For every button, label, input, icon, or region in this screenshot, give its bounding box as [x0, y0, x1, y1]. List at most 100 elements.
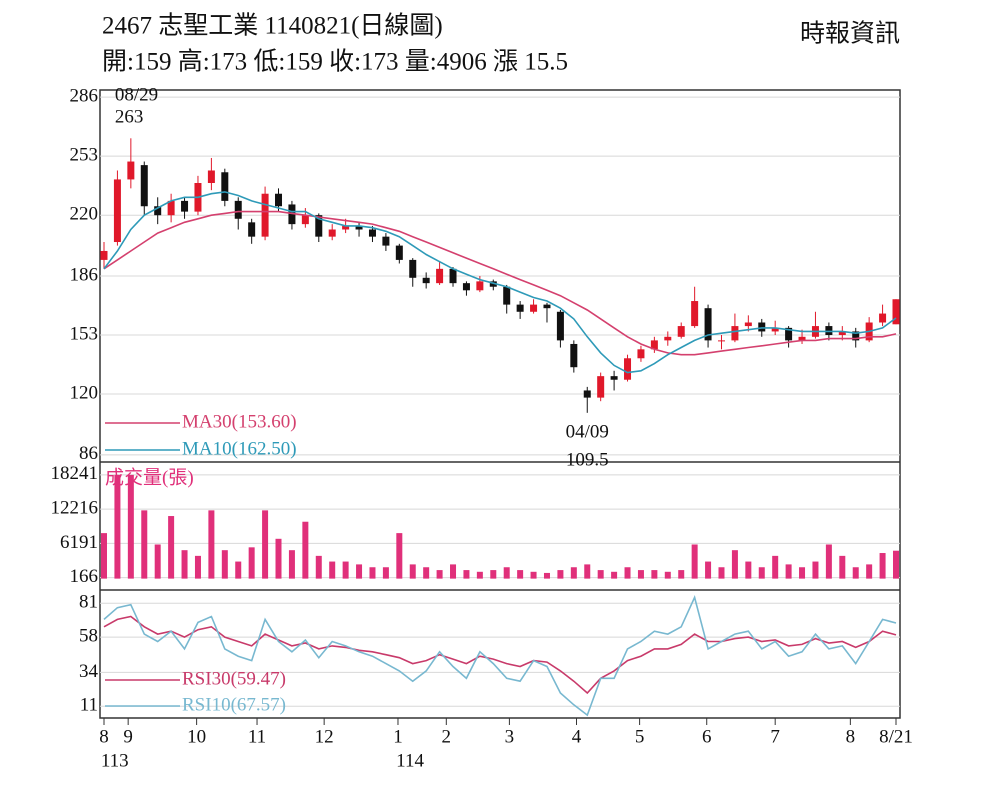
- volume-bar: [208, 510, 215, 579]
- volume-bar: [342, 561, 349, 579]
- volume-bar: [879, 553, 886, 579]
- candle-body: [409, 259, 417, 278]
- volume-bar: [168, 516, 175, 579]
- volume-bar: [141, 510, 148, 579]
- candle-body: [355, 225, 363, 230]
- volume-bar: [503, 567, 510, 579]
- candle-body: [382, 236, 390, 246]
- candle-body: [717, 340, 725, 342]
- x-tick-label: 1: [393, 726, 403, 747]
- candle-body: [610, 376, 618, 380]
- candle-body: [462, 283, 470, 291]
- y-tick-label: 6191: [60, 532, 98, 553]
- candle-body: [624, 358, 632, 380]
- volume-bar: [396, 533, 403, 579]
- candle-body: [879, 313, 887, 323]
- volume-bar: [812, 561, 819, 579]
- volume-bar: [624, 567, 631, 579]
- volume-bar: [584, 564, 591, 579]
- x-tick-label: 113: [101, 750, 129, 771]
- volume-bar: [221, 550, 228, 579]
- candle-body: [798, 336, 806, 341]
- candle-body: [691, 301, 699, 327]
- volume-bar: [799, 567, 806, 579]
- annotation: 04/09: [566, 421, 609, 442]
- y-tick-label: 86: [79, 443, 98, 464]
- line: [103, 191, 897, 374]
- x-tick-label: 11: [248, 726, 266, 747]
- volume-bar: [490, 570, 497, 579]
- plot-frame: [99, 89, 901, 719]
- volume-bar: [718, 567, 725, 579]
- volume-bar: [315, 555, 322, 579]
- candle-body: [530, 304, 538, 312]
- x-tick-label: 114: [396, 750, 424, 771]
- y-tick-label: 34: [79, 661, 99, 682]
- candle-body: [261, 193, 269, 237]
- x-tick-label: 8: [99, 726, 109, 747]
- candle-body: [288, 204, 296, 225]
- volume-bar: [248, 547, 255, 579]
- y-tick-label: 220: [70, 204, 99, 225]
- volume-bar: [329, 561, 336, 579]
- volume-bar: [275, 538, 282, 579]
- candle-body: [744, 322, 752, 327]
- candle-body: [758, 322, 766, 332]
- volume-bar: [476, 571, 483, 579]
- volume-bar: [557, 570, 564, 579]
- x-tick-label: 4: [572, 726, 582, 747]
- legend-label: MA30(153.60): [182, 411, 297, 432]
- chart-title: 2467 志聖工業 1140821(日線圖): [102, 12, 443, 40]
- x-tick-label: 8: [846, 726, 856, 747]
- volume-bar: [436, 570, 443, 579]
- volume-bar: [691, 544, 698, 579]
- volume-bar: [235, 561, 242, 579]
- candle-body: [449, 268, 457, 284]
- y-tick-label: 186: [70, 264, 99, 285]
- panel-title: 成交量(張): [105, 466, 194, 488]
- volume-bar: [731, 550, 738, 579]
- volume-bar: [463, 570, 470, 579]
- candle-body: [127, 161, 135, 180]
- candle-body: [436, 268, 444, 284]
- candle-body: [234, 200, 242, 219]
- candle-body: [543, 304, 551, 309]
- candle-body: [650, 340, 658, 350]
- candle-body: [342, 225, 350, 230]
- volume-bar: [705, 561, 712, 579]
- candle-body: [328, 229, 336, 237]
- volume-bar: [382, 567, 389, 579]
- volume-bar: [597, 570, 604, 579]
- candle-body: [221, 172, 229, 201]
- line: [103, 595, 897, 717]
- source: 時報資訊: [800, 20, 900, 48]
- volume-bar: [262, 510, 269, 579]
- x-tick-label: 6: [702, 726, 712, 747]
- x-tick-label: 8/21: [879, 726, 913, 747]
- x-tick-label: 9: [123, 726, 133, 747]
- x-tick-label: 3: [505, 726, 515, 747]
- annotation: 109.5: [566, 449, 609, 470]
- y-tick-label: 120: [70, 382, 99, 403]
- x-tick-label: 5: [635, 726, 645, 747]
- candle-body: [771, 327, 779, 332]
- legend-label: MA10(162.50): [182, 438, 297, 459]
- volume-bar: [772, 555, 779, 579]
- volume-bar: [517, 570, 524, 579]
- candle-body: [368, 229, 376, 237]
- candle-body: [516, 304, 524, 312]
- volume-bar: [114, 474, 121, 579]
- annotation: 263: [115, 106, 144, 127]
- volume-bar: [866, 564, 873, 579]
- volume-bar: [664, 571, 671, 579]
- candle-body: [892, 299, 900, 325]
- x-tick-label: 12: [315, 726, 334, 747]
- y-tick-label: 12216: [51, 497, 99, 518]
- y-tick-label: 253: [70, 145, 99, 166]
- candle-body: [570, 343, 578, 368]
- candle-body: [731, 326, 739, 341]
- candle-body: [838, 331, 846, 336]
- volume-bar: [825, 544, 832, 579]
- candle-body: [140, 165, 148, 207]
- volume-bar: [181, 550, 188, 579]
